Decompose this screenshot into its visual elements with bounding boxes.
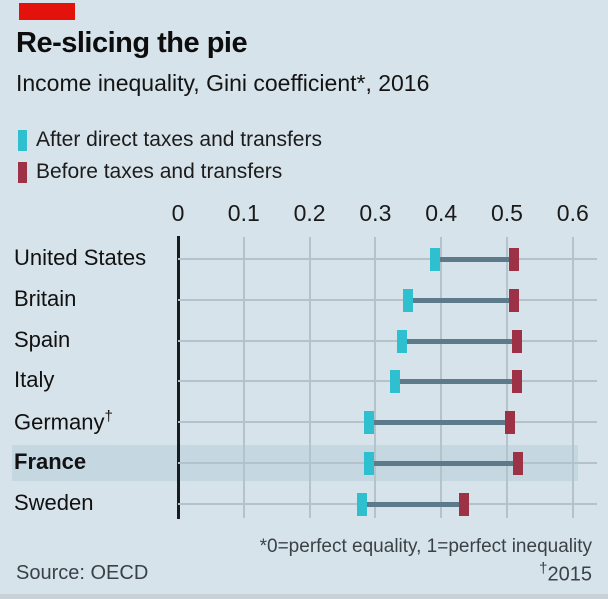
x-gridline	[242, 237, 245, 518]
x-tick-label: 0.2	[293, 200, 326, 226]
row-gridline	[178, 339, 597, 342]
row-label: Spain	[14, 326, 71, 352]
row-gridline	[178, 258, 597, 260]
x-tick-label: 0	[171, 200, 185, 226]
row-label: Germany†	[14, 408, 113, 435]
marker-after	[357, 492, 368, 516]
marker-after	[363, 452, 374, 476]
chart-title: Re-slicing the pie	[16, 27, 248, 59]
x-tick-label: 0.6	[556, 200, 589, 226]
row-gridline	[178, 298, 597, 301]
marker-after	[363, 411, 374, 435]
legend-label-after: After direct taxes and transfers	[36, 128, 322, 151]
x-gridline	[308, 237, 311, 518]
row-label: United States	[14, 245, 147, 270]
x-gridline	[506, 237, 508, 518]
row-label: Italy	[14, 367, 55, 393]
x-gridline	[571, 237, 574, 518]
marker-after	[403, 288, 414, 312]
marker-before	[508, 288, 519, 312]
dumbbell-connector	[395, 379, 517, 385]
marker-before	[459, 492, 470, 516]
x-gridline	[440, 237, 443, 518]
marker-before	[511, 329, 522, 353]
x-gridline	[374, 237, 377, 518]
row-label: France	[14, 449, 87, 475]
dumbbell-connector	[368, 461, 519, 467]
legend-swatch-after-icon	[18, 129, 27, 151]
dumbbell-connector	[401, 338, 517, 344]
marker-before	[513, 452, 524, 476]
x-tick-label: 0.5	[491, 200, 523, 226]
dagger-symbol: †	[104, 408, 113, 426]
marker-before	[511, 370, 522, 394]
x-tick-label: 0.3	[359, 200, 392, 226]
dumbbell-connector	[368, 420, 511, 426]
chart-subtitle: Income inequality, Gini coefficient*, 20…	[16, 70, 430, 96]
row-gridline	[178, 380, 597, 383]
marker-after	[390, 370, 401, 394]
dumbbell-connector	[408, 297, 514, 303]
legend-item-before: Before taxes and transfers	[18, 160, 282, 184]
y-axis-line	[176, 236, 180, 519]
source-label: Source: OECD	[16, 562, 149, 584]
row-label: Britain	[14, 285, 77, 311]
legend-label-before: Before taxes and transfers	[36, 160, 283, 183]
marker-before	[505, 411, 516, 435]
dagger-symbol: †	[539, 560, 548, 577]
dagger-year: 2015	[547, 563, 593, 586]
dumbbell-connector	[434, 257, 514, 262]
footnote-dagger: †2015	[539, 560, 592, 587]
bottom-edge-strip	[0, 594, 608, 599]
marker-after	[429, 248, 440, 271]
legend-swatch-before-icon	[18, 161, 27, 183]
x-tick-label: 0.4	[425, 200, 458, 226]
brand-red-bar	[19, 3, 75, 20]
dumbbell-connector	[362, 501, 465, 507]
x-tick-label: 0.1	[227, 200, 260, 226]
row-label: Sweden	[14, 489, 94, 515]
marker-after	[396, 329, 407, 353]
legend-item-after: After direct taxes and transfers	[18, 128, 322, 152]
marker-before	[508, 248, 519, 271]
footnote-scale: *0=perfect equality, 1=perfect inequalit…	[259, 536, 592, 557]
